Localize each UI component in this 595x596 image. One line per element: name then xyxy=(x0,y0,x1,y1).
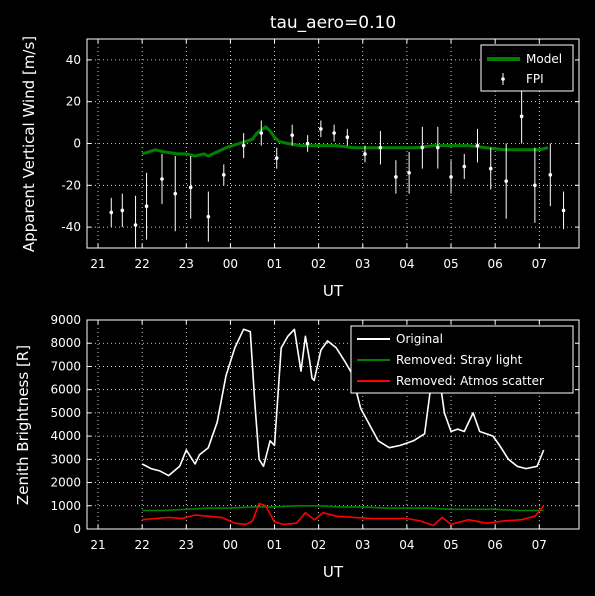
y-tick-label: 2000 xyxy=(50,476,81,490)
fpi-point xyxy=(488,166,493,171)
series-line-model xyxy=(141,125,549,158)
fpi-point xyxy=(120,208,125,213)
x-tick-label: 21 xyxy=(90,538,105,552)
fpi-point xyxy=(173,191,178,196)
fpi-point xyxy=(407,170,411,175)
legend-label-atmos-scatter: Removed: Atmos scatter xyxy=(396,374,544,388)
y-tick-label: 4000 xyxy=(50,429,81,443)
x-tick-label: 00 xyxy=(223,257,238,271)
x-tick-label: 03 xyxy=(355,538,370,552)
fpi-point xyxy=(144,204,149,208)
y-tick-label: 1000 xyxy=(50,499,81,513)
grid xyxy=(87,319,579,530)
chart-title: tau_aero=0.10 xyxy=(270,13,396,33)
legend-label-stray-light: Removed: Stray light xyxy=(396,353,523,367)
fpi-point xyxy=(449,175,453,179)
x-tick-label: 07 xyxy=(532,257,547,271)
x-tick-label: 22 xyxy=(135,257,150,271)
fpi-point xyxy=(305,141,310,146)
fpi-point xyxy=(259,131,264,135)
x-tick-label: 00 xyxy=(223,538,238,552)
series-line-original xyxy=(141,328,545,477)
x-tick-label: 22 xyxy=(135,538,150,552)
legend-label-original: Original xyxy=(396,332,443,346)
x-tick-label: 05 xyxy=(443,257,458,271)
axis-ticks: 21 22 23 00 01 02 03 04 05 06 07 -40 -20 0 20 40 xyxy=(61,39,579,271)
x-tick-label: 02 xyxy=(311,538,326,552)
y-tick-label: 0 xyxy=(73,137,81,151)
x-tick-label: 04 xyxy=(399,257,414,271)
legend: Original Removed: Stray light Removed: A… xyxy=(350,325,574,394)
x-tick-label: 05 xyxy=(443,538,458,552)
fpi-point xyxy=(241,143,246,148)
x-tick-label: 04 xyxy=(399,538,414,552)
x-axis-label: UT xyxy=(323,282,344,300)
legend: Model FPI xyxy=(480,44,574,92)
fpi-point xyxy=(561,208,566,213)
plot-area xyxy=(141,328,545,527)
x-tick-label: 06 xyxy=(488,257,503,271)
fpi-point xyxy=(332,131,336,135)
fpi-point xyxy=(345,135,350,140)
legend-label-fpi: FPI xyxy=(526,72,544,86)
y-tick-label: 9000 xyxy=(50,313,81,327)
fpi-point xyxy=(274,156,279,160)
fpi-point xyxy=(290,133,294,137)
x-tick-label: 06 xyxy=(488,538,503,552)
y-tick-label: 7000 xyxy=(50,359,81,373)
series-fpi xyxy=(109,89,566,248)
axis-ticks: 21 22 23 00 01 02 03 04 05 06 07 0 1000 2000 3000 4000 5… xyxy=(50,313,579,552)
x-tick-label: 23 xyxy=(179,257,194,271)
axes-frame xyxy=(86,319,580,530)
fpi-point xyxy=(435,145,440,150)
y-axis-label: Apparent Vertical Wind [m/s] xyxy=(20,36,38,252)
fpi-point xyxy=(533,183,537,188)
axes-frame xyxy=(86,38,580,249)
fpi-point xyxy=(160,177,164,181)
x-axis-label: UT xyxy=(323,563,344,581)
fpi-point xyxy=(319,127,323,131)
fpi-point xyxy=(394,175,398,179)
brightness-panel: Zenith Brightness [R] UT 21 22 23 00 01 02 03 0… xyxy=(14,313,580,581)
fpi-point xyxy=(109,210,114,215)
y-tick-label: -40 xyxy=(61,220,81,234)
x-tick-label: 23 xyxy=(179,538,194,552)
fpi-point xyxy=(363,152,367,156)
x-tick-label: 07 xyxy=(532,538,547,552)
series-line-removed-stray-light xyxy=(142,504,544,512)
fpi-point xyxy=(548,173,553,177)
x-tick-label: 02 xyxy=(311,257,326,271)
x-tick-label: 01 xyxy=(267,538,282,552)
y-tick-label: 40 xyxy=(66,53,81,67)
y-tick-label: 20 xyxy=(66,95,81,109)
x-tick-label: 03 xyxy=(355,257,370,271)
legend-label-model: Model xyxy=(526,52,562,66)
fpi-point xyxy=(504,179,508,183)
fpi-point xyxy=(378,145,383,150)
grid xyxy=(87,39,579,248)
legend-swatch-fpi-dot xyxy=(501,77,505,81)
y-tick-label: -20 xyxy=(61,178,81,192)
plot-area xyxy=(109,89,566,248)
fpi-point xyxy=(519,114,524,119)
wind-panel: tau_aero=0.10 Apparent Vertical Wind [m/… xyxy=(20,13,580,300)
fpi-point xyxy=(133,223,138,227)
legend-box xyxy=(480,44,574,92)
y-tick-label: 5000 xyxy=(50,406,81,420)
y-tick-label: 6000 xyxy=(50,383,81,397)
x-tick-label: 01 xyxy=(267,257,282,271)
fpi-point xyxy=(206,214,211,219)
fpi-point xyxy=(221,173,226,177)
y-tick-label: 8000 xyxy=(50,336,81,350)
fpi-point xyxy=(462,164,467,169)
fpi-point xyxy=(420,145,425,150)
series-line-removed-atmos-scatter xyxy=(142,502,545,527)
x-tick-label: 21 xyxy=(90,257,105,271)
y-axis-label: Zenith Brightness [R] xyxy=(14,345,32,505)
fpi-point xyxy=(188,185,193,190)
y-tick-label: 0 xyxy=(73,522,81,536)
fpi-point xyxy=(475,143,480,148)
y-tick-label: 3000 xyxy=(50,452,81,466)
